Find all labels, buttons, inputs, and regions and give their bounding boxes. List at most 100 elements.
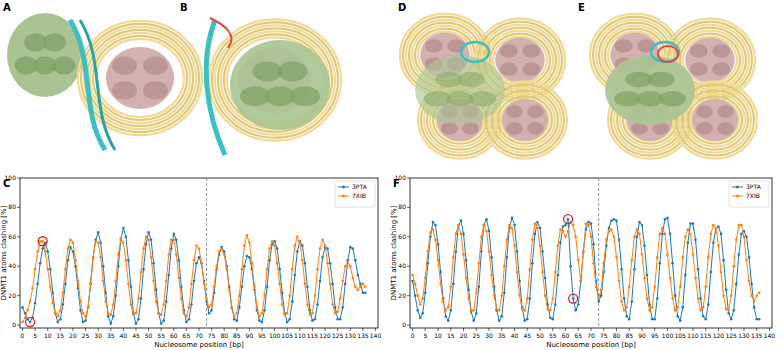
dnmt1-helix: [53, 56, 76, 74]
x-tick: [22, 328, 23, 331]
series-point: [62, 303, 65, 306]
series-point: [513, 244, 516, 247]
series-point: [251, 262, 254, 265]
x-tick-label: 75: [208, 332, 216, 339]
legend-label: 3PTA: [352, 183, 368, 190]
panel-label: F: [393, 178, 400, 189]
series-point: [597, 297, 600, 300]
series-point: [238, 306, 241, 309]
series-point: [516, 250, 519, 253]
series-point: [580, 280, 583, 283]
series-point: [534, 222, 537, 225]
series-point: [562, 230, 565, 233]
x-tick: [552, 328, 553, 331]
x-tick-label: 45: [132, 332, 140, 339]
series-point: [610, 219, 613, 222]
y-tick-label: 20: [8, 292, 16, 299]
series-point: [653, 318, 656, 321]
series-point: [321, 238, 324, 241]
highlight-circle: [658, 46, 678, 62]
series-point: [518, 280, 521, 283]
series-point: [334, 312, 337, 315]
series-point: [590, 222, 593, 225]
legend: 3PTA7XIB: [335, 181, 375, 207]
series-point: [49, 286, 52, 289]
nucleosome-histone: [712, 62, 730, 76]
series-point: [243, 265, 246, 268]
series-point: [82, 321, 85, 324]
nucleosome-histone-core: [502, 99, 548, 141]
series-point: [99, 241, 102, 244]
series-point: [215, 265, 218, 268]
legend-label: 7XIB: [746, 192, 760, 199]
series-point: [175, 253, 178, 256]
series-point: [54, 312, 57, 315]
series-point: [122, 241, 125, 244]
series-point: [735, 238, 738, 241]
series-point: [57, 315, 60, 318]
x-tick: [603, 328, 604, 331]
series-point: [336, 311, 339, 314]
panel-label: E: [578, 2, 585, 13]
series-point: [574, 236, 577, 239]
series-point: [750, 294, 753, 297]
x-tick: [540, 328, 541, 331]
nucleosome-histone: [500, 44, 518, 58]
series-point: [684, 236, 687, 239]
legend-marker: [342, 195, 345, 198]
series-point: [572, 224, 575, 227]
series-point: [638, 233, 641, 236]
series-point: [319, 247, 322, 250]
x-tick-label: 40: [120, 332, 128, 339]
x-tick-label: 75: [600, 332, 608, 339]
series-point: [54, 312, 57, 315]
x-tick: [236, 328, 237, 331]
series-point: [755, 318, 758, 321]
series-point: [707, 256, 710, 259]
series-point: [326, 247, 329, 250]
series-point: [503, 291, 506, 294]
series-point: [364, 291, 367, 294]
x-tick-label: 110: [687, 332, 699, 339]
series-point: [59, 309, 62, 312]
linker-dna: [80, 20, 115, 150]
series-point: [346, 261, 349, 264]
x-tick: [756, 328, 757, 331]
series-point: [172, 233, 175, 236]
series-point: [67, 247, 70, 250]
series-point: [306, 286, 309, 289]
legend-swatch: [338, 196, 349, 197]
series-point: [236, 312, 239, 315]
x-tick: [135, 328, 136, 331]
series-point: [462, 253, 465, 256]
series-point: [301, 244, 304, 247]
series-point: [39, 240, 42, 243]
series-point: [740, 224, 743, 227]
series-point: [480, 236, 483, 239]
series-point: [432, 221, 435, 224]
y-tick: [17, 236, 20, 237]
nucleosome-histone-core: [495, 38, 545, 83]
series-point: [587, 224, 590, 227]
series-point: [94, 240, 97, 243]
series-point: [485, 218, 488, 221]
series-point: [434, 238, 437, 241]
series-point: [659, 233, 662, 236]
nucleosome-dna-wrap: [215, 25, 335, 134]
series-point: [213, 286, 216, 289]
series-point: [503, 265, 506, 268]
series-point: [316, 303, 319, 306]
series-point: [331, 283, 334, 286]
x-tick-label: 90: [638, 332, 646, 339]
x-tick-label: 95: [258, 332, 266, 339]
x-tick-label: 5: [33, 332, 37, 339]
series-point: [544, 294, 547, 297]
x-tick: [186, 328, 187, 331]
nucleosome-dna-wrap: [688, 96, 742, 143]
nucleosome-dna-wrap: [691, 99, 739, 140]
series-point: [246, 255, 249, 258]
series-point: [331, 303, 334, 306]
series-point: [294, 244, 297, 247]
series-point: [753, 306, 756, 309]
structure-panel: [206, 18, 341, 155]
